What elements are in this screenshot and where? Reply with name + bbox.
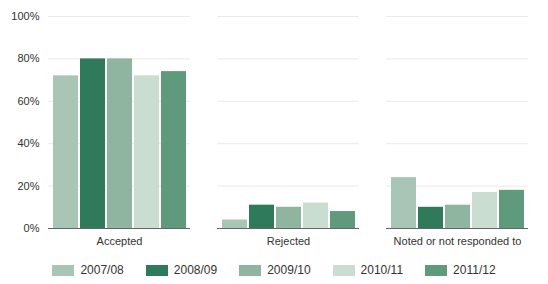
svg-text:Rejected: Rejected [267,235,310,247]
html-text:2009/10: 2009/10 [267,263,311,277]
svg-text:20%: 20% [17,180,39,192]
svg-text:Accepted: Accepted [97,235,143,247]
html-text:2008/09: 2008/09 [173,263,218,277]
svg-text:100%: 100% [11,10,39,22]
svg-text:80%: 80% [17,52,39,64]
html-text:2007/08: 2007/08 [80,263,124,277]
svg-text:Noted or not responded to: Noted or not responded to [394,235,522,247]
svg-text:0%: 0% [24,222,40,234]
html-text:2011/12: 2011/12 [453,263,496,277]
svg-text:40%: 40% [17,137,39,149]
html-text:2010/11: 2010/11 [360,263,404,277]
svg-text:60%: 60% [17,95,39,107]
